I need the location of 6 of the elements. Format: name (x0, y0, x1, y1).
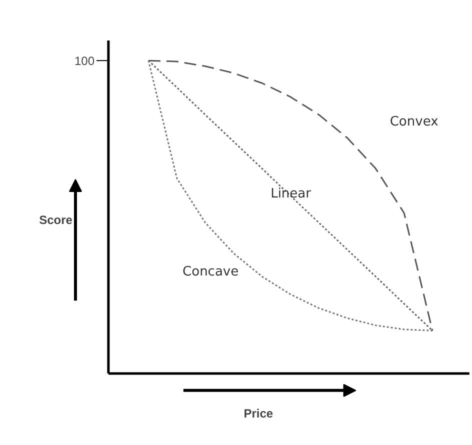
y-axis-title: Score (39, 213, 73, 228)
series-label: Linear (270, 186, 312, 202)
text: Convex (390, 114, 439, 130)
x-axis-title: Price (244, 406, 274, 421)
series-label: Concave (182, 264, 239, 280)
text: 100 (74, 54, 95, 68)
